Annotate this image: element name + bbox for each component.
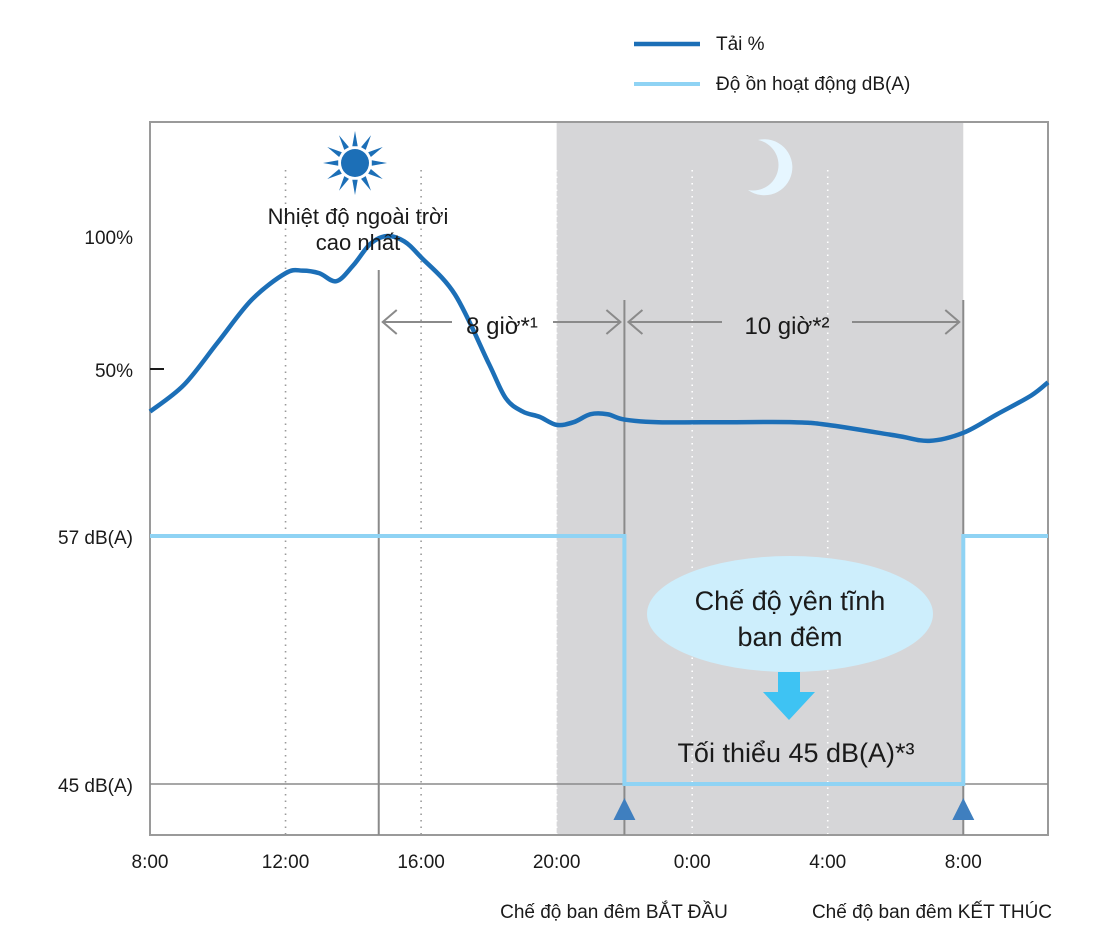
y-tick-45db: 45 dB(A)	[58, 776, 133, 797]
quiet-mode-line1: Chế độ yên tĩnh	[695, 586, 886, 616]
legend-label-noise: Độ ồn hoạt động dB(A)	[716, 74, 910, 95]
span1-label: 8 giờ*¹	[466, 313, 538, 340]
legend	[634, 41, 700, 86]
moon-icon	[748, 139, 793, 196]
x-tick-label-6: 8:00	[945, 852, 982, 873]
y-tick-100: 100%	[84, 228, 133, 249]
span1-arrow	[381, 309, 622, 335]
x-tick-label-0: 8:00	[132, 852, 169, 873]
peak-label-line1: Nhiệt độ ngoài trời	[268, 204, 449, 229]
down-arrow-icon	[763, 672, 815, 720]
load-series-line	[148, 233, 1050, 444]
x-tick-label-3: 20:00	[533, 852, 581, 873]
quiet-mode-bubble	[647, 556, 933, 672]
night-end-label: Chế độ ban đêm KẾT THÚC	[812, 901, 1052, 923]
night-band	[556, 122, 964, 835]
x-tick-label-4: 0:00	[674, 852, 711, 873]
noise-series-line	[150, 534, 1048, 786]
x-tick-label-5: 4:00	[809, 852, 846, 873]
sun-icon	[323, 131, 387, 195]
legend-label-load: Tải %	[716, 34, 765, 55]
x-tick-label-2: 16:00	[397, 852, 445, 873]
y-tick-50: 50%	[95, 361, 133, 382]
span2-arrow	[626, 309, 961, 335]
y-tick-57db: 57 dB(A)	[58, 528, 133, 549]
peak-label-line2: cao nhất	[316, 230, 400, 255]
minimum-label: Tối thiểu 45 dB(A)*³	[677, 738, 914, 768]
gridlines	[284, 170, 829, 835]
span2-label: 10 giờ*²	[744, 313, 829, 340]
x-tick-label-1: 12:00	[262, 852, 310, 873]
night-start-label: Chế độ ban đêm BẮT ĐẦU	[500, 901, 728, 923]
span-arrows	[381, 309, 961, 335]
quiet-mode-line2: ban đêm	[737, 622, 842, 652]
night-end-triangle-icon	[952, 798, 975, 820]
plot-frame	[149, 121, 1049, 836]
night-start-triangle-icon	[613, 798, 636, 820]
